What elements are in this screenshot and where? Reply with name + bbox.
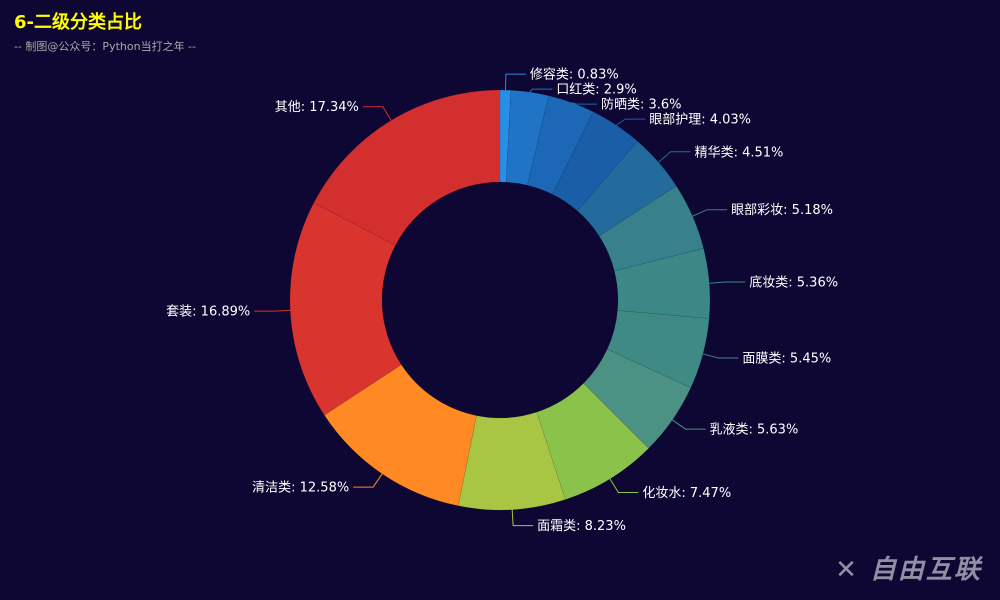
label-line-化妆水 [609,478,639,494]
slice-口红类[interactable] [505,90,550,186]
slice-label-化妆水: 化妆水: 7.47% [642,486,731,501]
slice-label-底妆类: 底妆类: 5.36% [749,274,838,290]
slice-眼部护理[interactable] [552,111,638,212]
label-line-精华类 [658,151,691,163]
slice-label-面霜类: 面霜类: 8.23% [537,519,626,534]
label-line-乳液类 [672,419,706,430]
slice-label-乳液类: 乳液类: 5.63% [710,423,799,438]
label-line-其他 [362,106,392,121]
slice-眼部彩妆[interactable] [598,185,704,272]
watermark-logo: ✕ 自由互联 [835,555,982,585]
slice-label-精华类: 精华类: 4.51% [695,145,784,160]
slice-label-眼部彩妆: 眼部彩妆: 5.18% [731,203,833,218]
slice-label-套装: 套装: 16.89% [166,304,250,320]
slice-label-清洁类: 清洁类: 12.58% [252,481,349,496]
slice-label-面膜类: 面膜类: 5.45% [742,352,831,367]
label-line-眼部彩妆 [692,209,728,217]
label-line-清洁类 [353,473,383,488]
slice-label-修容类: 修容类: 0.83% [530,67,619,83]
label-line-底妆类 [709,281,746,284]
label-line-眼部护理 [616,118,646,126]
slice-乳液类[interactable] [583,348,692,449]
slice-清洁类[interactable] [323,364,477,507]
label-line-面霜类 [511,509,534,527]
slice-label-防晒类: 防晒类: 3.6% [601,97,682,113]
slice-label-口红类: 口红类: 2.9% [556,82,637,98]
label-line-面膜类 [702,353,739,359]
slice-套装[interactable] [289,202,402,416]
label-line-修容类 [504,73,526,91]
chart-title: 6-二级分类占比 [14,12,142,33]
slice-面霜类[interactable] [457,411,566,511]
label-line-套装 [254,309,291,312]
chart-subtitle: -- 制图@公众号：Python当打之年 -- [14,40,196,53]
slice-label-眼部护理: 眼部护理: 4.03% [649,113,751,128]
slice-其他[interactable] [313,89,501,246]
slice-底妆类[interactable] [614,248,711,319]
label-line-口红类 [529,88,553,93]
slice-label-其他: 其他: 17.34% [275,100,359,115]
label-line-防晒类 [571,102,597,105]
